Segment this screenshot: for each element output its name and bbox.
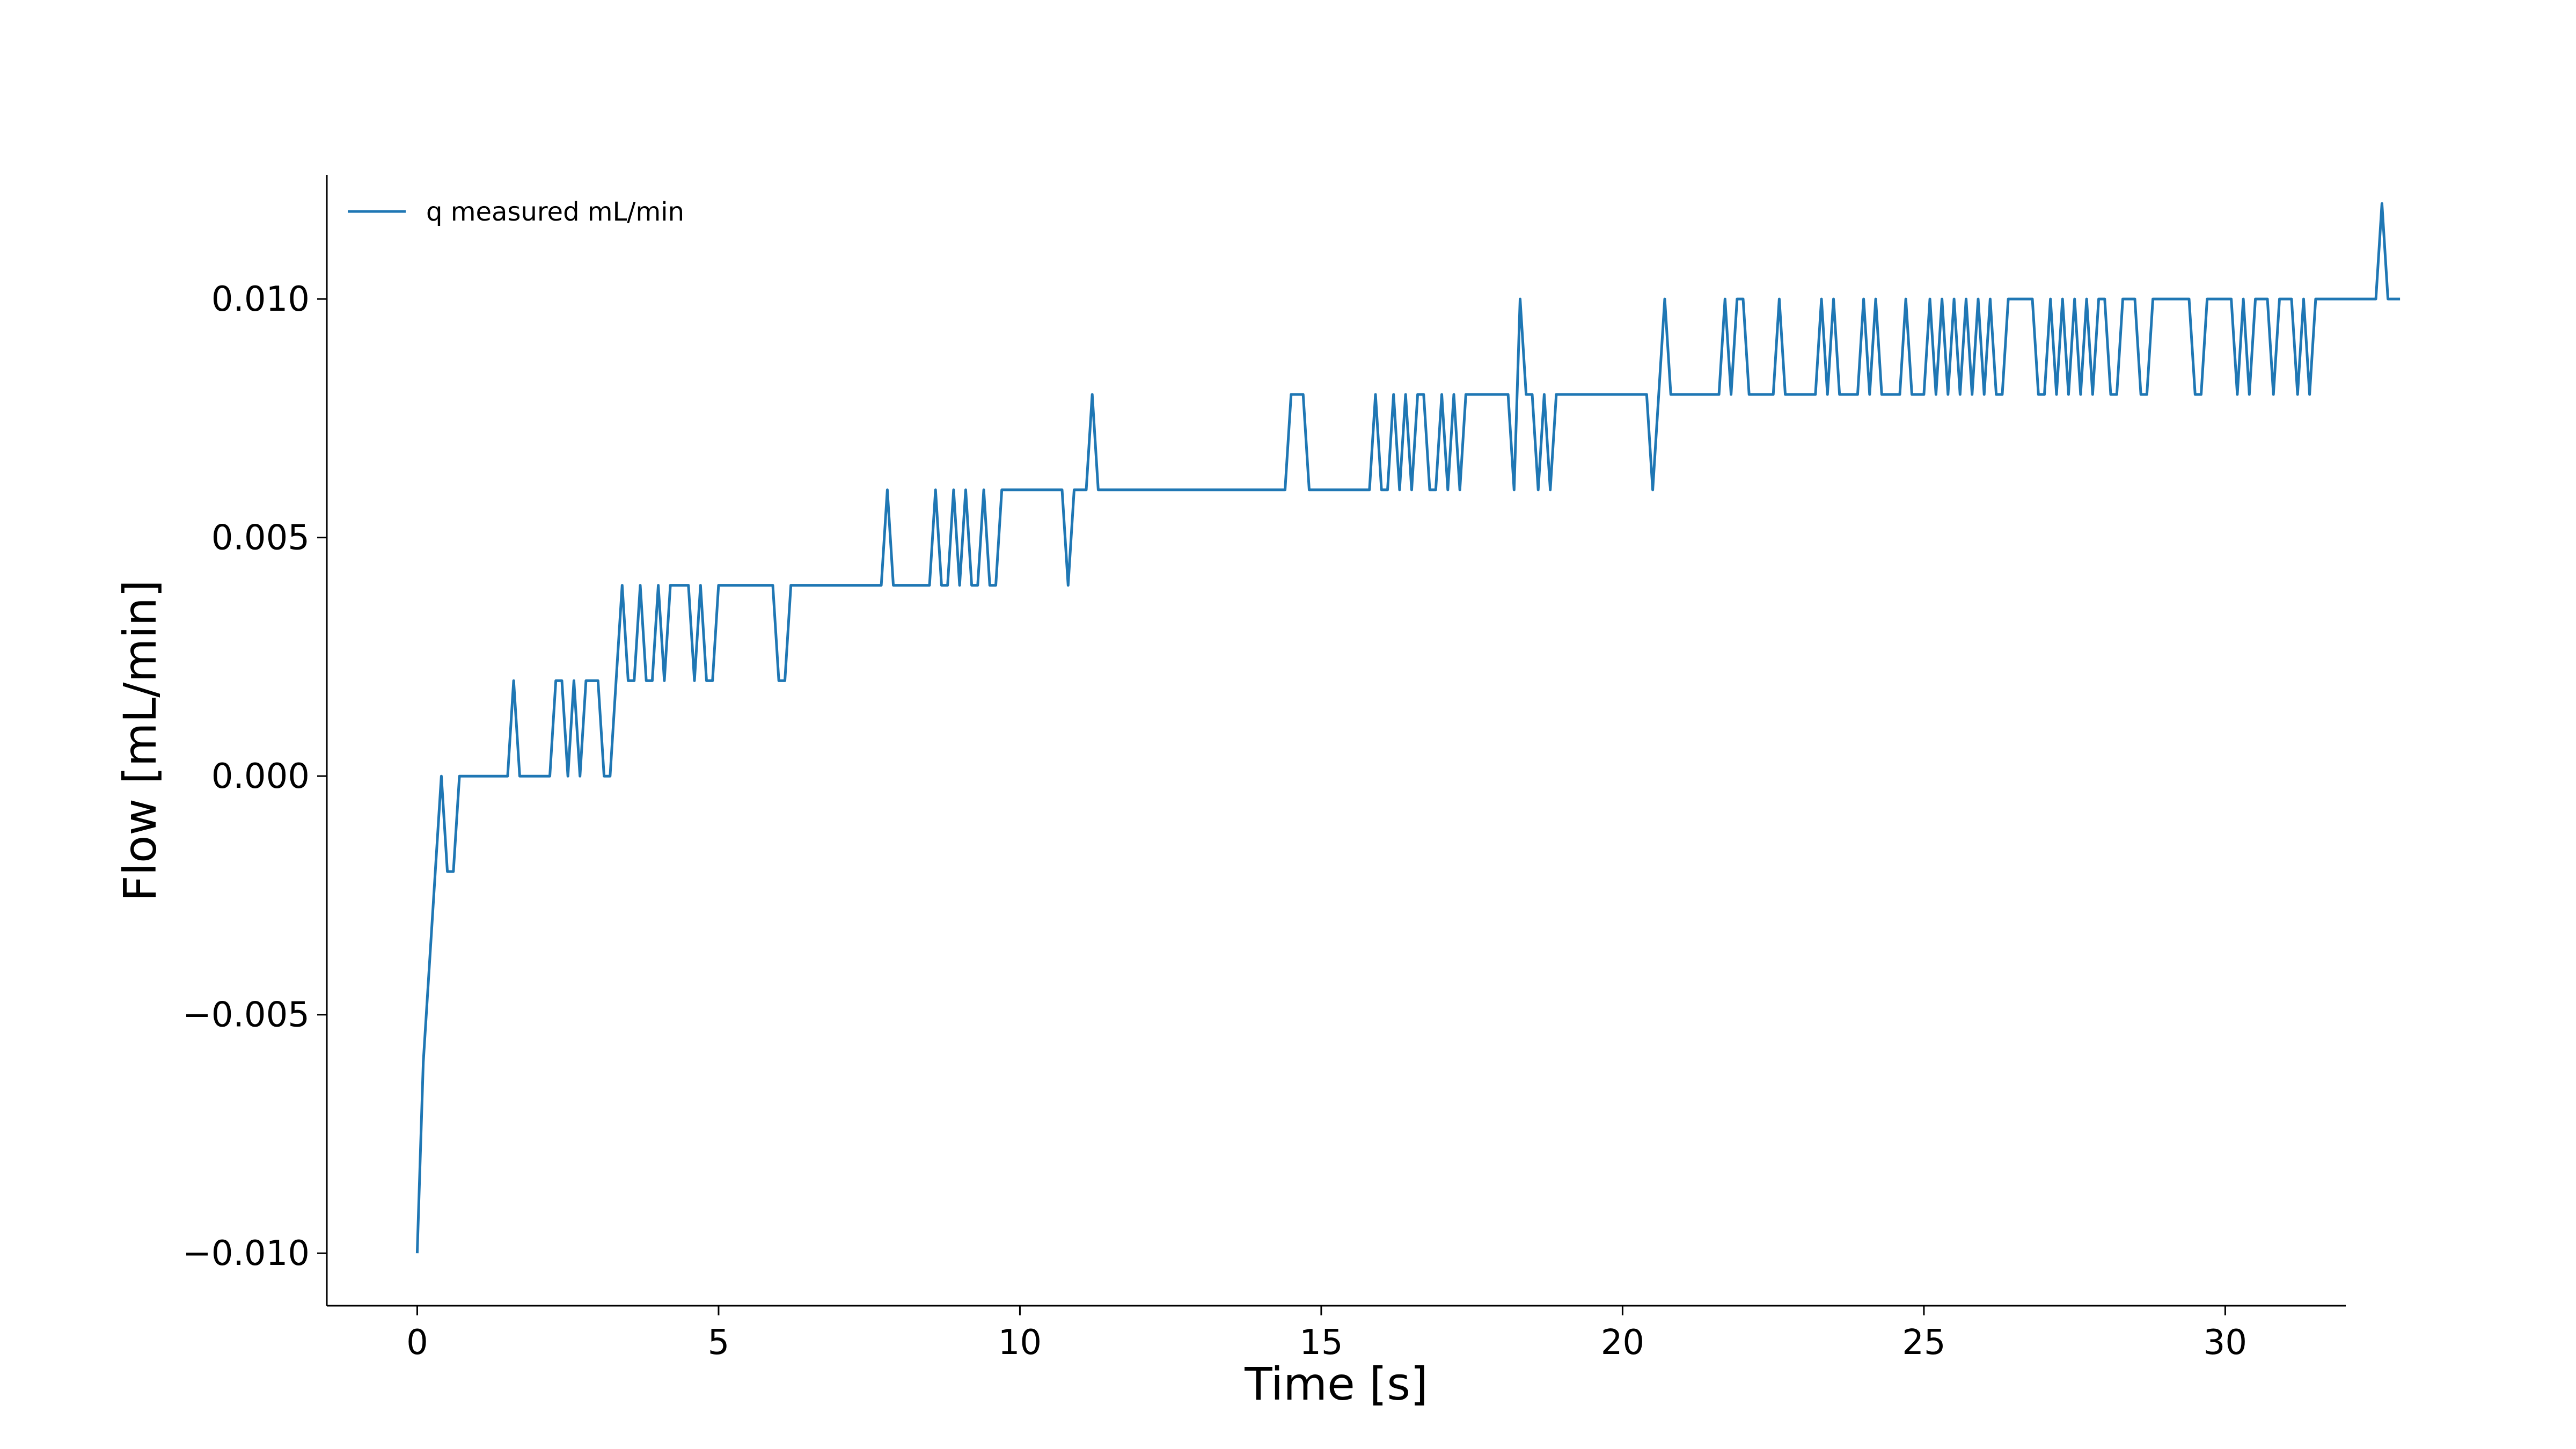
x-tick-label: 15 [1299,1323,1343,1363]
y-axis-label: Flow [mL/min] [114,580,166,901]
y-tick-label: 0.005 [211,518,310,558]
series-line-q-measured [415,202,2401,1254]
legend: q measured mL/min [348,197,684,227]
legend-label: q measured mL/min [426,197,684,227]
x-tick-label: 25 [1902,1323,1945,1363]
x-tick-label: 10 [998,1323,1042,1363]
y-tick-label: 0.000 [211,757,310,796]
y-axis-ticks: −0.010 −0.005 0.000 0.005 0.010 [182,280,327,1274]
plot-axes [326,175,2346,1307]
x-axis-ticks: 0 5 10 15 20 25 30 [406,1306,2247,1363]
y-tick-label: 0.010 [211,280,310,319]
x-tick-label: 20 [1601,1323,1644,1363]
x-axis-label: Time [s] [1244,1358,1428,1410]
x-tick-label: 5 [708,1323,730,1363]
x-tick-label: 0 [406,1323,428,1363]
y-tick-label: −0.005 [182,996,310,1035]
y-tick-label: −0.010 [182,1234,310,1274]
x-tick-label: 30 [2204,1323,2247,1363]
